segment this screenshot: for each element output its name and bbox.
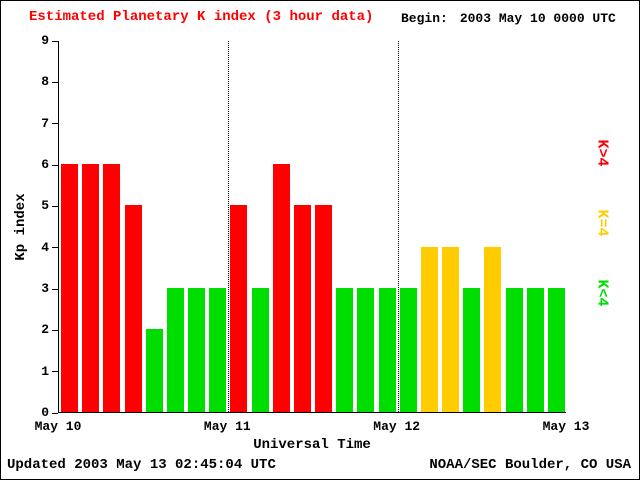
y-tick-label: 1 — [41, 363, 49, 379]
kp-bar — [336, 288, 354, 412]
y-tick-label: 5 — [41, 198, 49, 214]
kp-bar — [399, 288, 417, 412]
plot-area — [58, 41, 566, 413]
y-axis-label: Kp index — [13, 193, 29, 261]
kp-bar — [145, 329, 163, 412]
y-tick-mark — [52, 205, 58, 207]
day-boundary-gridline — [228, 41, 230, 412]
y-tick-mark — [52, 288, 58, 290]
y-tick-mark — [52, 40, 58, 42]
y-tick-label: 8 — [41, 74, 49, 90]
x-axis-label: Universal Time — [253, 437, 371, 453]
y-tick-label: 9 — [41, 33, 49, 48]
legend-item: K<4 — [593, 279, 611, 307]
kp-bar — [293, 205, 311, 412]
kp-bar — [272, 164, 290, 412]
day-boundary-gridline — [397, 41, 399, 412]
y-tick-mark — [52, 329, 58, 331]
y-tick-mark — [52, 371, 58, 373]
begin-label: Begin: — [401, 11, 448, 26]
kp-bar — [547, 288, 565, 412]
y-tick-label: 7 — [41, 115, 49, 131]
kp-bar — [209, 288, 227, 412]
kp-bar — [166, 288, 184, 412]
kp-bar — [82, 164, 100, 412]
kp-bar — [103, 164, 121, 412]
x-tick-label: May 12 — [373, 419, 421, 434]
kp-bar — [315, 205, 333, 412]
kp-bar — [442, 246, 460, 412]
kp-bar — [505, 288, 523, 412]
kp-bar — [526, 288, 544, 412]
legend-item: K>4 — [593, 139, 611, 167]
kp-bar — [124, 205, 142, 412]
y-tick-label: 0 — [41, 405, 49, 420]
kp-bar — [251, 288, 269, 412]
x-tick-label: May 10 — [34, 419, 82, 434]
y-tick-mark — [52, 164, 58, 166]
begin-value: 2003 May 10 0000 UTC — [459, 11, 616, 26]
y-tick-label: 6 — [41, 157, 49, 172]
source-credit: NOAA/SEC Boulder, CO USA — [429, 457, 631, 473]
y-tick-label: 4 — [41, 239, 49, 255]
y-tick-mark — [52, 412, 58, 414]
y-tick-mark — [52, 81, 58, 83]
kp-bar — [188, 288, 206, 412]
y-tick-label: 3 — [41, 281, 49, 296]
updated-timestamp: Updated 2003 May 13 02:45:04 UTC — [7, 457, 276, 473]
x-tick-label: May 13 — [542, 419, 590, 434]
kp-bar — [357, 288, 375, 412]
y-tick-mark — [52, 247, 58, 249]
chart-title: Estimated Planetary K index (3 hour data… — [29, 9, 374, 25]
kp-bar — [61, 164, 79, 412]
begin-timestamp: Begin: 2003 May 10 0000 UTC — [401, 11, 616, 26]
y-tick-mark — [52, 123, 58, 125]
x-tick-label: May 11 — [203, 419, 251, 434]
kp-bar — [463, 288, 481, 412]
kp-bar — [484, 246, 502, 412]
kp-bar — [230, 205, 248, 412]
y-tick-label: 2 — [41, 322, 49, 338]
kp-bar — [420, 246, 438, 412]
kp-bar — [378, 288, 396, 412]
legend-item: K=4 — [593, 209, 611, 237]
